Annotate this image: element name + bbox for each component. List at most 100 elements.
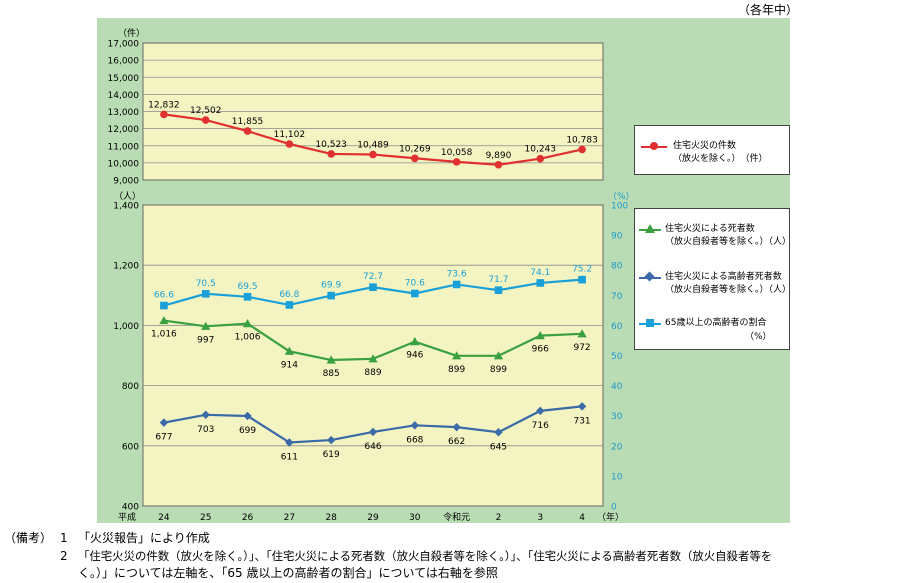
fire-count-point: [494, 160, 503, 169]
left-y-tick-label: 400: [122, 503, 139, 513]
fire-count-point: [201, 116, 210, 124]
elderly-deaths-data-label: 645: [490, 442, 507, 452]
top-y-tick-label: 14,000: [108, 91, 140, 101]
elderly-ratio-data-label: 69.9: [321, 281, 341, 291]
elderly-deaths-data-label: 716: [532, 421, 549, 431]
elderly-ratio-data-label: 72.7: [363, 272, 383, 282]
elderly-ratio-data-label: 69.5: [238, 282, 258, 292]
left-y-tick-label: 600: [122, 442, 139, 452]
elderly-ratio-point: [494, 286, 503, 294]
deaths-point: [493, 351, 504, 360]
left-y-tick-label: 1,400: [113, 202, 139, 212]
deaths-point: [577, 329, 587, 338]
deaths-data-label: 966: [532, 345, 549, 355]
x-tick-label: 3: [537, 513, 543, 523]
elderly-deaths-data-label: 668: [406, 435, 423, 445]
x-tick-label: 30: [409, 513, 421, 523]
elderly-deaths-point: [452, 422, 461, 432]
deaths-point: [242, 318, 253, 328]
elderly-deaths-point: [368, 427, 378, 437]
elderly-deaths-data-label: 619: [323, 450, 340, 460]
fire-count-point: [369, 150, 377, 159]
top-y-tick-label: 16,000: [108, 57, 140, 67]
top-y-tick-label: 17,000: [108, 40, 140, 50]
elderly-deaths-point: [577, 402, 587, 411]
right-y-tick-label: 0: [611, 503, 617, 513]
elderly-deaths-data-label: 703: [197, 425, 214, 435]
deaths-data-label: 997: [197, 335, 214, 345]
elderly-ratio-point: [243, 293, 252, 301]
fire-count-point: [411, 154, 419, 163]
legend-elderly-deaths-label-2: （放火自殺者等を除く。）（人）: [665, 285, 792, 295]
elderly-ratio-data-label: 66.8: [279, 290, 299, 300]
right-y-tick-label: 90: [611, 232, 623, 242]
legend-fire-count-label-2: （放火を除く。） （件）: [673, 154, 768, 164]
legend-fire-count-marker: [650, 142, 658, 150]
elderly-ratio-data-label: 74.1: [530, 268, 550, 278]
elderly-deaths-point: [285, 438, 294, 447]
elderly-ratio-data-label: 70.6: [405, 278, 425, 288]
x-prefix-label: 平成: [118, 511, 136, 523]
deaths-point: [368, 354, 378, 363]
top-gridlines: [143, 59, 603, 164]
deaths-data-label: 899: [490, 365, 507, 375]
elderly-ratio-point: [536, 279, 545, 287]
left-y-tick-label: 1,200: [113, 262, 139, 272]
fire-count-point: [160, 110, 168, 119]
deaths-data-label: 946: [406, 351, 423, 361]
elderly-deaths-point: [201, 410, 210, 419]
right-y-tick-label: 50: [611, 352, 623, 362]
elderly-deaths-point: [243, 411, 252, 421]
legend-deaths-label-2: （放火自殺者等を除く。）（人）: [665, 237, 792, 247]
top-y-tick-label: 13,000: [108, 108, 140, 118]
right-y-unit-label: （%）: [608, 191, 635, 202]
legend-deaths-marker: [645, 224, 655, 233]
x-tick-label: 令和元: [443, 511, 470, 523]
right-y-tick-label: 100: [611, 202, 628, 212]
deaths-data-label: 885: [323, 369, 340, 379]
deaths-data-label: 889: [364, 368, 381, 378]
elderly-ratio-point: [201, 289, 210, 298]
right-y-tick-label: 80: [611, 262, 623, 272]
right-y-tick-label: 70: [611, 292, 623, 302]
elderly-ratio-point: [285, 301, 294, 309]
elderly-ratio-point: [452, 280, 461, 289]
x-tick-label: 24: [158, 513, 170, 523]
right-y-tick-label: 30: [611, 412, 623, 422]
fire-count-data-label: 10,783: [566, 135, 598, 145]
fire-count-data-label: 11,855: [232, 117, 264, 127]
x-tick-label: 29: [367, 513, 379, 523]
deaths-data-label: 1,016: [151, 330, 177, 340]
top-y-tick-label: 11,000: [108, 142, 140, 152]
note-2-number: 2: [60, 549, 68, 563]
top-y-tick-label: 9,000: [113, 177, 139, 187]
elderly-deaths-point: [410, 421, 420, 430]
top-y-unit-label: （件）: [118, 27, 145, 39]
elderly-ratio-data-label: 73.6: [447, 269, 467, 279]
left-y-tick-label: 1,000: [113, 322, 139, 332]
fire-count-data-label: 10,523: [315, 140, 347, 150]
legend-elderly-ratio-label: 65歳以上の高齢者の割合: [665, 318, 767, 328]
note-2-line-2: く。）」については左軸を、「65 歳以上の高齢者の割合」については右軸を参照: [78, 566, 498, 580]
right-y-tick-label: 40: [611, 382, 623, 392]
legend-top: 住宅火災の件数 （放火を除く。） （件）: [634, 125, 790, 175]
fire-count-data-label: 12,502: [190, 106, 222, 116]
x-tick-label: 27: [284, 513, 295, 523]
top-y-tick-label: 15,000: [108, 74, 140, 84]
elderly-deaths-point: [536, 406, 545, 416]
elderly-ratio-point: [327, 291, 335, 300]
notes-label: （備考）: [4, 531, 53, 545]
deaths-point: [535, 331, 545, 340]
deaths-point: [452, 351, 462, 360]
deaths-point: [410, 337, 420, 346]
elderly-deaths-point: [494, 428, 503, 437]
period-note: （各年中）: [738, 3, 799, 17]
fire-count-point: [452, 158, 461, 166]
fire-count-data-label: 12,832: [148, 100, 180, 110]
deaths-data-label: 899: [448, 365, 465, 375]
fire-count-data-label: 10,058: [441, 148, 473, 158]
elderly-ratio-point: [160, 301, 168, 310]
fire-count-point: [285, 140, 294, 148]
right-y-tick-label: 60: [611, 322, 623, 332]
legend-elderly-deaths-marker: [644, 271, 655, 282]
